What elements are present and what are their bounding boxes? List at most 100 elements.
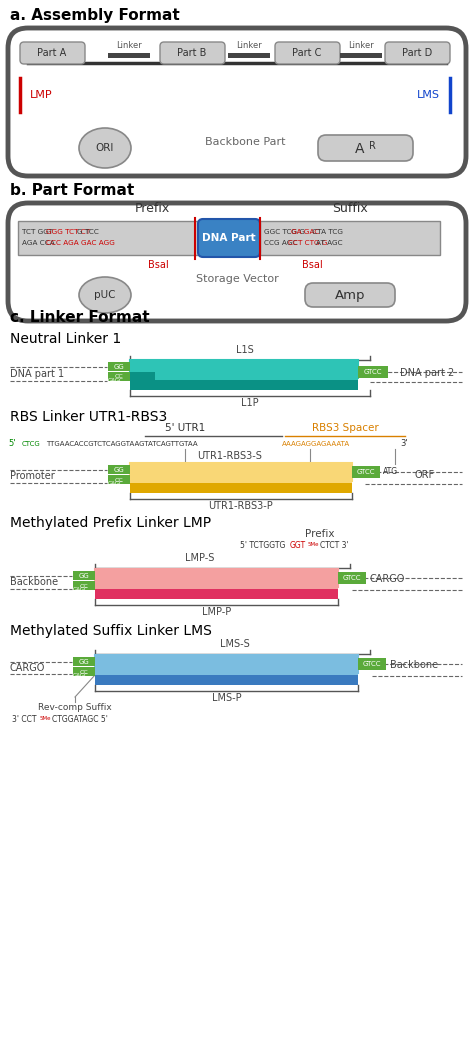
Text: 5Me: 5Me (308, 542, 319, 547)
Text: GTCC: GTCC (357, 469, 375, 475)
Text: GAGC: GAGC (73, 674, 89, 678)
Bar (95, 667, 358, 675)
Bar (358, 366, 388, 378)
Text: pUC: pUC (94, 290, 116, 300)
Text: Part C: Part C (292, 48, 322, 58)
Text: CC: CC (80, 669, 88, 675)
Text: CCC AGA GAC AGG: CCC AGA GAC AGG (46, 240, 115, 246)
Text: LMP-S: LMP-S (185, 553, 215, 563)
Text: 5' UTR1: 5' UTR1 (165, 423, 205, 433)
Text: 3': 3' (400, 440, 408, 449)
Text: CTA TCG: CTA TCG (310, 229, 343, 235)
Text: ORI: ORI (96, 143, 114, 153)
Text: GG: GG (79, 573, 90, 579)
Bar (95, 569, 338, 587)
Text: Prefix: Prefix (305, 529, 335, 539)
Text: LMS-S: LMS-S (220, 639, 250, 649)
Text: UTR1-RBS3-S: UTR1-RBS3-S (198, 451, 263, 461)
Text: L1P: L1P (241, 398, 259, 408)
Text: GA GAC: GA GAC (292, 229, 320, 235)
Text: UTR1-RBS3-P: UTR1-RBS3-P (209, 501, 273, 511)
Text: Promoter: Promoter (10, 471, 55, 481)
Text: RBS Linker UTR1-RBS3: RBS Linker UTR1-RBS3 (10, 410, 167, 424)
FancyBboxPatch shape (318, 135, 413, 161)
Bar (96, 656, 357, 672)
Bar (108, 465, 130, 474)
Text: GAGC: GAGC (108, 481, 124, 486)
Bar (130, 372, 358, 390)
Text: GTCC: GTCC (364, 369, 382, 375)
Bar (260, 221, 440, 255)
Text: Methylated Suffix Linker LMS: Methylated Suffix Linker LMS (10, 624, 212, 638)
Text: 3' CCT: 3' CCT (12, 716, 36, 724)
Text: Linker: Linker (348, 41, 374, 51)
Text: GGC TCG G: GGC TCG G (264, 229, 305, 235)
Text: Neutral Linker 1: Neutral Linker 1 (10, 332, 121, 346)
Bar (130, 360, 358, 378)
Text: TTGAACACCGTCTCAGGTAAGTATCAGTTGTAA: TTGAACACCGTCTCAGGTAAGTATCAGTTGTAA (46, 441, 198, 447)
Text: LMS: LMS (417, 90, 440, 100)
Text: ATG: ATG (383, 468, 398, 476)
Bar (18, 221, 198, 255)
Text: b. Part Format: b. Part Format (10, 183, 134, 198)
Bar (73, 581, 95, 590)
Text: AAAGAGGAGAAATA: AAAGAGGAGAAATA (282, 441, 350, 447)
Text: GTCC: GTCC (363, 661, 381, 667)
FancyBboxPatch shape (305, 284, 395, 307)
Bar (131, 362, 357, 377)
Bar (131, 464, 351, 480)
Bar (108, 53, 150, 58)
Text: DNA part 1: DNA part 1 (10, 369, 64, 379)
Text: BsaI: BsaI (301, 260, 322, 270)
Text: CCG AGC: CCG AGC (264, 240, 300, 246)
Text: CTCG: CTCG (22, 441, 41, 447)
Text: Amp: Amp (335, 290, 365, 302)
Text: Prefix: Prefix (134, 202, 170, 215)
Text: Suffix: Suffix (332, 202, 368, 215)
FancyBboxPatch shape (275, 42, 340, 64)
Bar (338, 572, 366, 584)
Text: Part B: Part B (177, 48, 207, 58)
Text: Linker: Linker (236, 41, 262, 51)
Text: L1S: L1S (236, 345, 254, 355)
Bar (340, 53, 382, 58)
Text: GAGC: GAGC (73, 587, 89, 592)
Bar (108, 362, 130, 371)
Bar (96, 570, 337, 586)
Bar (108, 372, 130, 380)
Ellipse shape (79, 277, 131, 313)
Bar (358, 658, 386, 670)
FancyBboxPatch shape (198, 219, 260, 257)
Text: Backbone: Backbone (390, 660, 438, 670)
Text: A: A (355, 142, 365, 156)
Text: c. Linker Format: c. Linker Format (10, 310, 150, 325)
Text: CTGGATAGC 5': CTGGATAGC 5' (52, 716, 108, 724)
Text: CCT CTG G: CCT CTG G (288, 240, 328, 246)
Bar (73, 571, 95, 580)
Text: G TCC: G TCC (77, 229, 99, 235)
Text: CC: CC (80, 584, 88, 588)
Bar (95, 667, 358, 685)
Text: LMP: LMP (30, 90, 53, 100)
Text: LMP-P: LMP-P (202, 607, 231, 617)
Text: DNA part 2: DNA part 2 (400, 368, 454, 378)
Text: GG: GG (114, 467, 124, 473)
Text: GG: GG (114, 364, 124, 370)
Bar (130, 372, 155, 380)
Text: 5Me: 5Me (40, 716, 52, 721)
Text: TCT GGT: TCT GGT (22, 229, 55, 235)
Text: ORF: ORF (415, 470, 435, 480)
Text: AGA CCA: AGA CCA (22, 240, 57, 246)
Text: Storage Vector: Storage Vector (196, 274, 278, 284)
Text: Part A: Part A (37, 48, 67, 58)
Bar (95, 655, 358, 674)
Text: GGG TCT CT: GGG TCT CT (46, 229, 91, 235)
Bar (352, 466, 380, 479)
Text: AT AGC: AT AGC (316, 240, 343, 246)
Text: GAGC: GAGC (108, 378, 124, 383)
Text: 5': 5' (8, 440, 16, 449)
Text: CC: CC (115, 374, 123, 379)
Text: a. Assembly Format: a. Assembly Format (10, 8, 180, 23)
Text: Part D: Part D (402, 48, 432, 58)
Text: 5' TCTGGTG: 5' TCTGGTG (240, 542, 285, 550)
